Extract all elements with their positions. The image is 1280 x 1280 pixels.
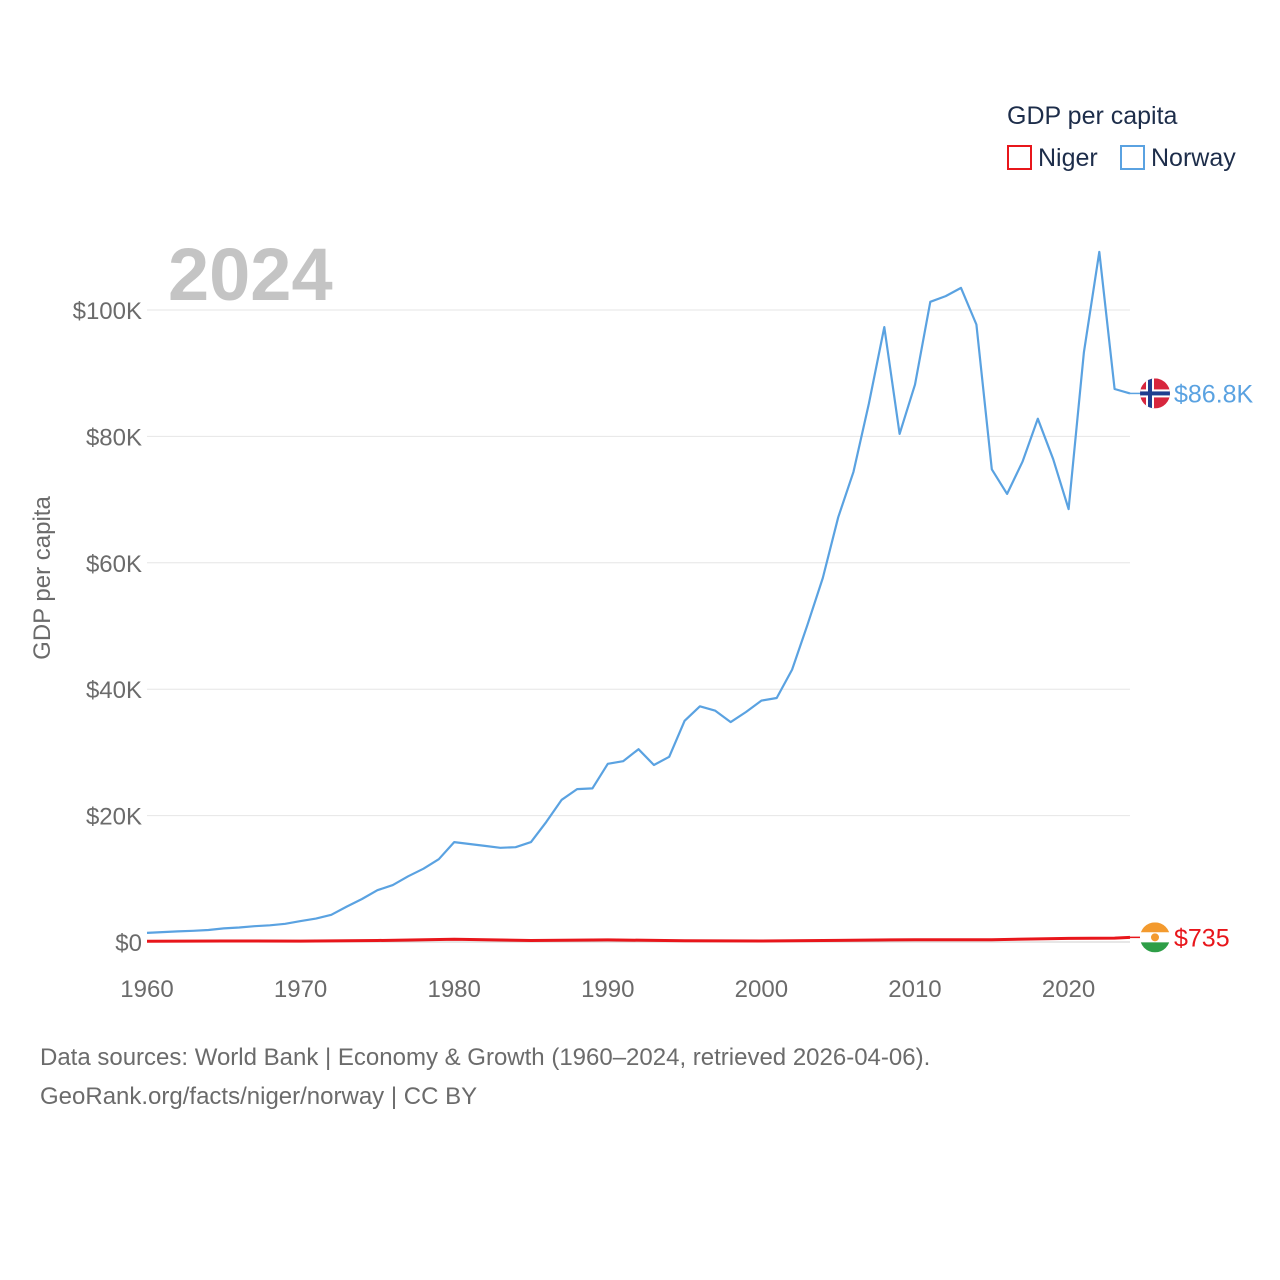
niger-flag-icon	[1140, 922, 1170, 953]
end-label-niger: $735	[1174, 924, 1230, 952]
x-tick-label: 1990	[581, 976, 634, 1003]
y-tick-label: $20K	[86, 804, 142, 831]
x-tick-label: 1980	[427, 976, 480, 1003]
y-tick-label: $0	[115, 930, 142, 957]
footer-sources: Data sources: World Bank | Economy & Gro…	[40, 1044, 931, 1071]
year-label: 2024	[168, 233, 333, 316]
x-tick-label: 1960	[120, 976, 173, 1003]
series-line-norway	[146, 250, 1131, 934]
y-axis: $0 $20K $40K $60K $80K $100K	[73, 298, 142, 957]
footer-attribution: GeoRank.org/facts/niger/norway | CC BY	[40, 1083, 478, 1110]
end-label-norway: $86.8K	[1174, 380, 1254, 408]
y-tick-label: $40K	[86, 677, 142, 704]
x-tick-label: 1970	[274, 976, 327, 1003]
x-tick-label: 2020	[1042, 976, 1095, 1003]
norway-flag-icon	[1140, 378, 1170, 409]
y-tick-label: $60K	[86, 551, 142, 578]
x-axis: 1960 1970 1980 1990 2000 2010 2020	[120, 976, 1095, 1003]
x-tick-label: 2000	[735, 976, 788, 1003]
gridlines	[147, 309, 1130, 943]
legend-swatch-norway	[1120, 145, 1145, 170]
legend-title: GDP per capita	[1007, 102, 1178, 130]
legend: GDP per capita Niger Norway	[1007, 102, 1236, 172]
end-labels: $86.8K $735	[1130, 378, 1254, 953]
legend-label-norway: Norway	[1151, 144, 1236, 172]
y-tick-label: $100K	[73, 298, 142, 325]
series-lines	[146, 250, 1131, 943]
series-line-niger	[146, 935, 1131, 943]
y-axis-label: GDP per capita	[29, 496, 56, 660]
legend-label-niger: Niger	[1038, 144, 1098, 172]
y-tick-label: $80K	[86, 424, 142, 451]
legend-swatch-niger	[1007, 145, 1032, 170]
x-tick-label: 2010	[888, 976, 941, 1003]
